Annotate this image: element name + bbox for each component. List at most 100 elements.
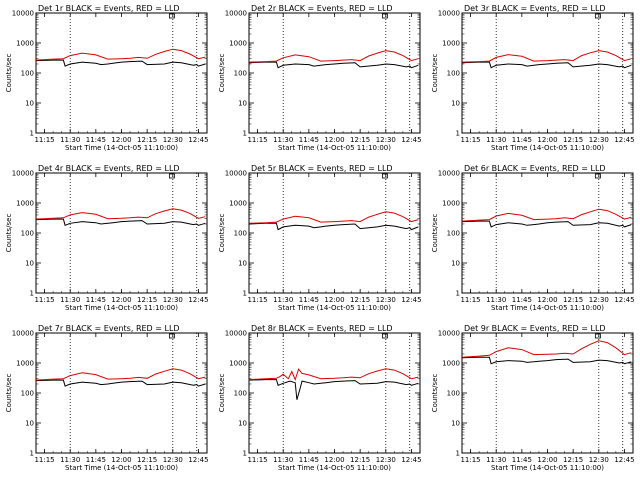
series-line-events bbox=[461, 220, 632, 228]
x-tick-label: 11:45 bbox=[86, 136, 106, 144]
series-line-lld bbox=[461, 208, 632, 222]
x-tick-label: 11:15 bbox=[460, 136, 480, 144]
y-tick-label: 10 bbox=[25, 260, 34, 268]
x-tick-label: 12:00 bbox=[324, 136, 344, 144]
x-tick-label: 12:45 bbox=[614, 296, 634, 304]
x-tick-label: 12:00 bbox=[111, 136, 131, 144]
x-tick-label: 12:00 bbox=[324, 296, 344, 304]
y-tick-label: 10000 bbox=[12, 330, 34, 338]
x-tick-label: 11:45 bbox=[86, 296, 106, 304]
x-axis-label: Start Time (14-Oct-05 11:10:00) bbox=[491, 464, 604, 472]
y-tick-label: 100 bbox=[447, 390, 460, 398]
chart-panel-6: Det 6r BLACK = Events, RED = LLD 1 10 100 10… bbox=[431, 164, 635, 312]
x-tick-label: 11:30 bbox=[60, 456, 80, 464]
flag-box bbox=[594, 333, 601, 339]
y-tick-label: 1000 bbox=[16, 200, 34, 208]
y-tick-label: 1 bbox=[456, 130, 460, 138]
chart-panel-3: Det 3r BLACK = Events, RED = LLD 1 10 100 10… bbox=[431, 4, 635, 152]
x-tick-label: 11:30 bbox=[273, 136, 293, 144]
x-tick-label: 12:30 bbox=[163, 296, 183, 304]
y-tick-label: 1000 bbox=[229, 200, 247, 208]
y-axis-label: Counts/sec bbox=[431, 54, 439, 93]
x-tick-label: 12:00 bbox=[111, 296, 131, 304]
flag-box bbox=[381, 173, 388, 179]
x-axis-label: Start Time (14-Oct-05 11:10:00) bbox=[65, 464, 178, 472]
y-tick-label: 10 bbox=[25, 100, 34, 108]
x-tick-label: 11:30 bbox=[60, 296, 80, 304]
x-tick-label: 12:15 bbox=[137, 136, 157, 144]
plot-frame bbox=[461, 172, 634, 294]
x-tick-label: 12:45 bbox=[614, 456, 634, 464]
x-axis-label: Start Time (14-Oct-05 11:10:00) bbox=[491, 304, 604, 312]
x-axis-label: Start Time (14-Oct-05 11:10:00) bbox=[65, 144, 178, 152]
plot-frame bbox=[461, 332, 634, 454]
y-tick-label: 10 bbox=[451, 260, 460, 268]
series-line-events bbox=[248, 222, 419, 231]
x-tick-label: 11:15 bbox=[460, 456, 480, 464]
chart-panel-9: Det 9r BLACK = Events, RED = LLD 1 10 100 10… bbox=[431, 324, 635, 472]
y-tick-label: 10 bbox=[25, 420, 34, 428]
flag-box bbox=[381, 333, 388, 339]
series-line-events bbox=[35, 218, 206, 226]
y-tick-label: 100 bbox=[21, 230, 34, 238]
chart-title: Det 9r BLACK = Events, RED = LLD bbox=[464, 324, 606, 333]
y-axis-label: Counts/sec bbox=[5, 374, 13, 413]
flag-box bbox=[594, 13, 601, 19]
x-tick-label: 12:15 bbox=[137, 296, 157, 304]
y-tick-label: 10 bbox=[238, 100, 247, 108]
x-tick-label: 11:45 bbox=[512, 136, 532, 144]
series-line-lld bbox=[461, 50, 632, 63]
x-tick-label: 12:45 bbox=[401, 136, 421, 144]
x-tick-label: 11:15 bbox=[460, 296, 480, 304]
x-axis-label: Start Time (14-Oct-05 11:10:00) bbox=[278, 464, 391, 472]
y-tick-label: 100 bbox=[21, 390, 34, 398]
chart-title: Det 7r BLACK = Events, RED = LLD bbox=[38, 324, 180, 333]
x-tick-label: 12:15 bbox=[350, 456, 370, 464]
plot-frame bbox=[35, 12, 208, 134]
x-tick-label: 11:30 bbox=[60, 136, 80, 144]
chart-title: Det 3r BLACK = Events, RED = LLD bbox=[464, 4, 606, 13]
series-line-lld bbox=[35, 368, 206, 381]
x-tick-label: 12:30 bbox=[163, 136, 183, 144]
y-tick-label: 10000 bbox=[438, 330, 460, 338]
series-line-lld bbox=[248, 50, 419, 63]
x-axis-label: Start Time (14-Oct-05 11:10:00) bbox=[491, 144, 604, 152]
y-tick-label: 1000 bbox=[16, 40, 34, 48]
x-tick-label: 12:45 bbox=[401, 296, 421, 304]
y-tick-label: 1 bbox=[243, 450, 247, 458]
y-tick-label: 1000 bbox=[16, 360, 34, 368]
x-tick-label: 12:30 bbox=[589, 456, 609, 464]
x-tick-label: 11:30 bbox=[486, 456, 506, 464]
y-axis-label: Counts/sec bbox=[218, 214, 226, 253]
y-tick-label: 100 bbox=[234, 230, 247, 238]
y-axis-label: Counts/sec bbox=[218, 374, 226, 413]
y-tick-label: 100 bbox=[21, 70, 34, 78]
x-tick-label: 11:45 bbox=[512, 456, 532, 464]
plot-frame bbox=[35, 172, 208, 294]
x-tick-label: 11:15 bbox=[34, 456, 54, 464]
y-axis-label: Counts/sec bbox=[218, 54, 226, 93]
x-tick-label: 11:30 bbox=[486, 136, 506, 144]
x-tick-label: 11:15 bbox=[34, 136, 54, 144]
series-line-events bbox=[35, 59, 206, 67]
y-tick-label: 10000 bbox=[225, 330, 247, 338]
x-tick-label: 12:30 bbox=[589, 296, 609, 304]
y-tick-label: 10 bbox=[451, 420, 460, 428]
y-tick-label: 10000 bbox=[438, 170, 460, 178]
flag-box bbox=[381, 13, 388, 19]
series-line-events bbox=[35, 379, 206, 387]
y-axis-label: Counts/sec bbox=[5, 214, 13, 253]
y-axis-label: Counts/sec bbox=[5, 54, 13, 93]
x-tick-label: 12:15 bbox=[563, 136, 583, 144]
y-tick-label: 10000 bbox=[438, 10, 460, 18]
y-axis-label: Counts/sec bbox=[431, 374, 439, 413]
x-tick-label: 11:15 bbox=[247, 456, 267, 464]
y-tick-label: 1 bbox=[30, 290, 34, 298]
x-tick-label: 12:00 bbox=[324, 456, 344, 464]
x-tick-label: 12:30 bbox=[376, 456, 396, 464]
chart-title: Det 5r BLACK = Events, RED = LLD bbox=[251, 164, 393, 173]
series-line-lld bbox=[35, 208, 206, 220]
x-axis-label: Start Time (14-Oct-05 11:10:00) bbox=[278, 144, 391, 152]
chart-panel-4: Det 4r BLACK = Events, RED = LLD 1 10 100 10… bbox=[5, 164, 209, 312]
